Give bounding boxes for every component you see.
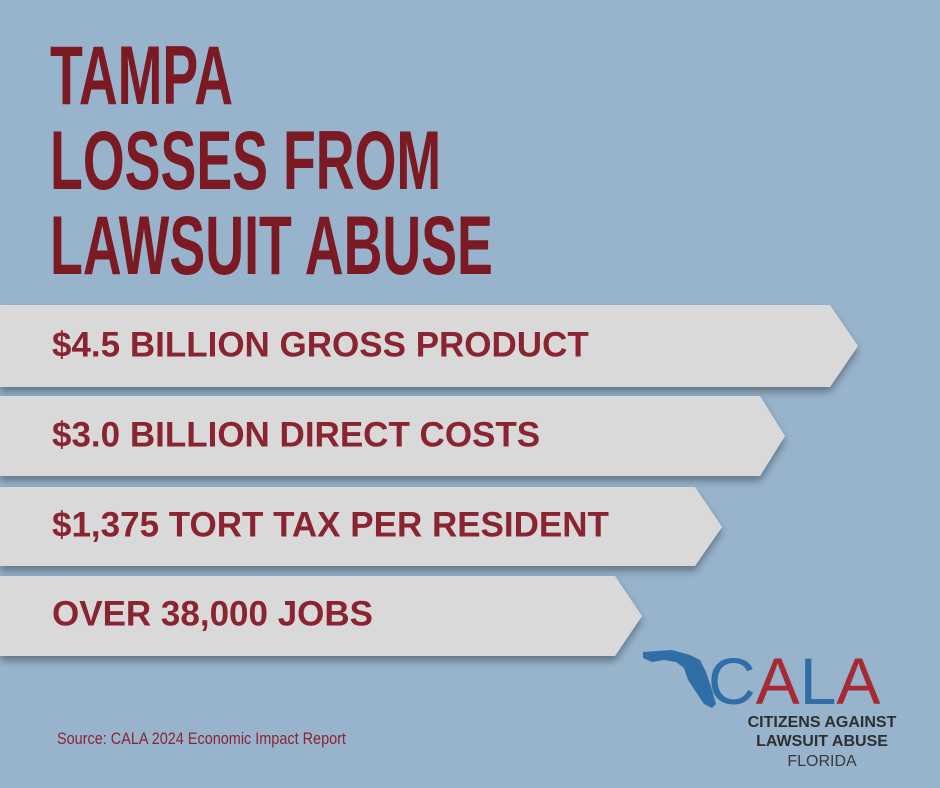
title-text: LAWSUIT ABUSE	[50, 198, 493, 292]
banner-text: $4.5 BILLION GROSS PRODUCT	[52, 325, 589, 364]
logo-wordmark: CALA	[708, 644, 880, 718]
title-text: TAMPA	[50, 28, 233, 122]
source-group: Source: CALA 2024 Economic Impact Report	[57, 730, 347, 748]
banner	[0, 305, 858, 387]
source: Source: CALA 2024 Economic Impact Report	[57, 730, 347, 748]
title-text: LOSSES FROM	[50, 113, 441, 207]
logo-letter: A	[836, 644, 880, 718]
banner-text: $1,375 TORT TAX PER RESIDENT	[52, 505, 609, 544]
logo-name: CITIZENS AGAINST	[748, 714, 897, 731]
banner	[0, 396, 785, 476]
title-line: TAMPA	[50, 28, 233, 122]
banner-text: OVER 38,000 JOBS	[52, 594, 373, 633]
banner-text: $3.0 BILLION DIRECT COSTS	[52, 415, 540, 454]
logo-letter: C	[708, 644, 756, 718]
banner	[0, 576, 642, 656]
logo-name: LAWSUIT ABUSE	[756, 733, 888, 750]
logo-state: FLORIDA	[787, 753, 857, 770]
title-line: LAWSUIT ABUSE	[50, 198, 493, 292]
title-line: LOSSES FROM	[50, 113, 441, 207]
banner	[0, 487, 722, 566]
logo-letter: A	[756, 644, 800, 718]
logo-letter: L	[800, 644, 837, 718]
florida-icon	[643, 650, 716, 708]
